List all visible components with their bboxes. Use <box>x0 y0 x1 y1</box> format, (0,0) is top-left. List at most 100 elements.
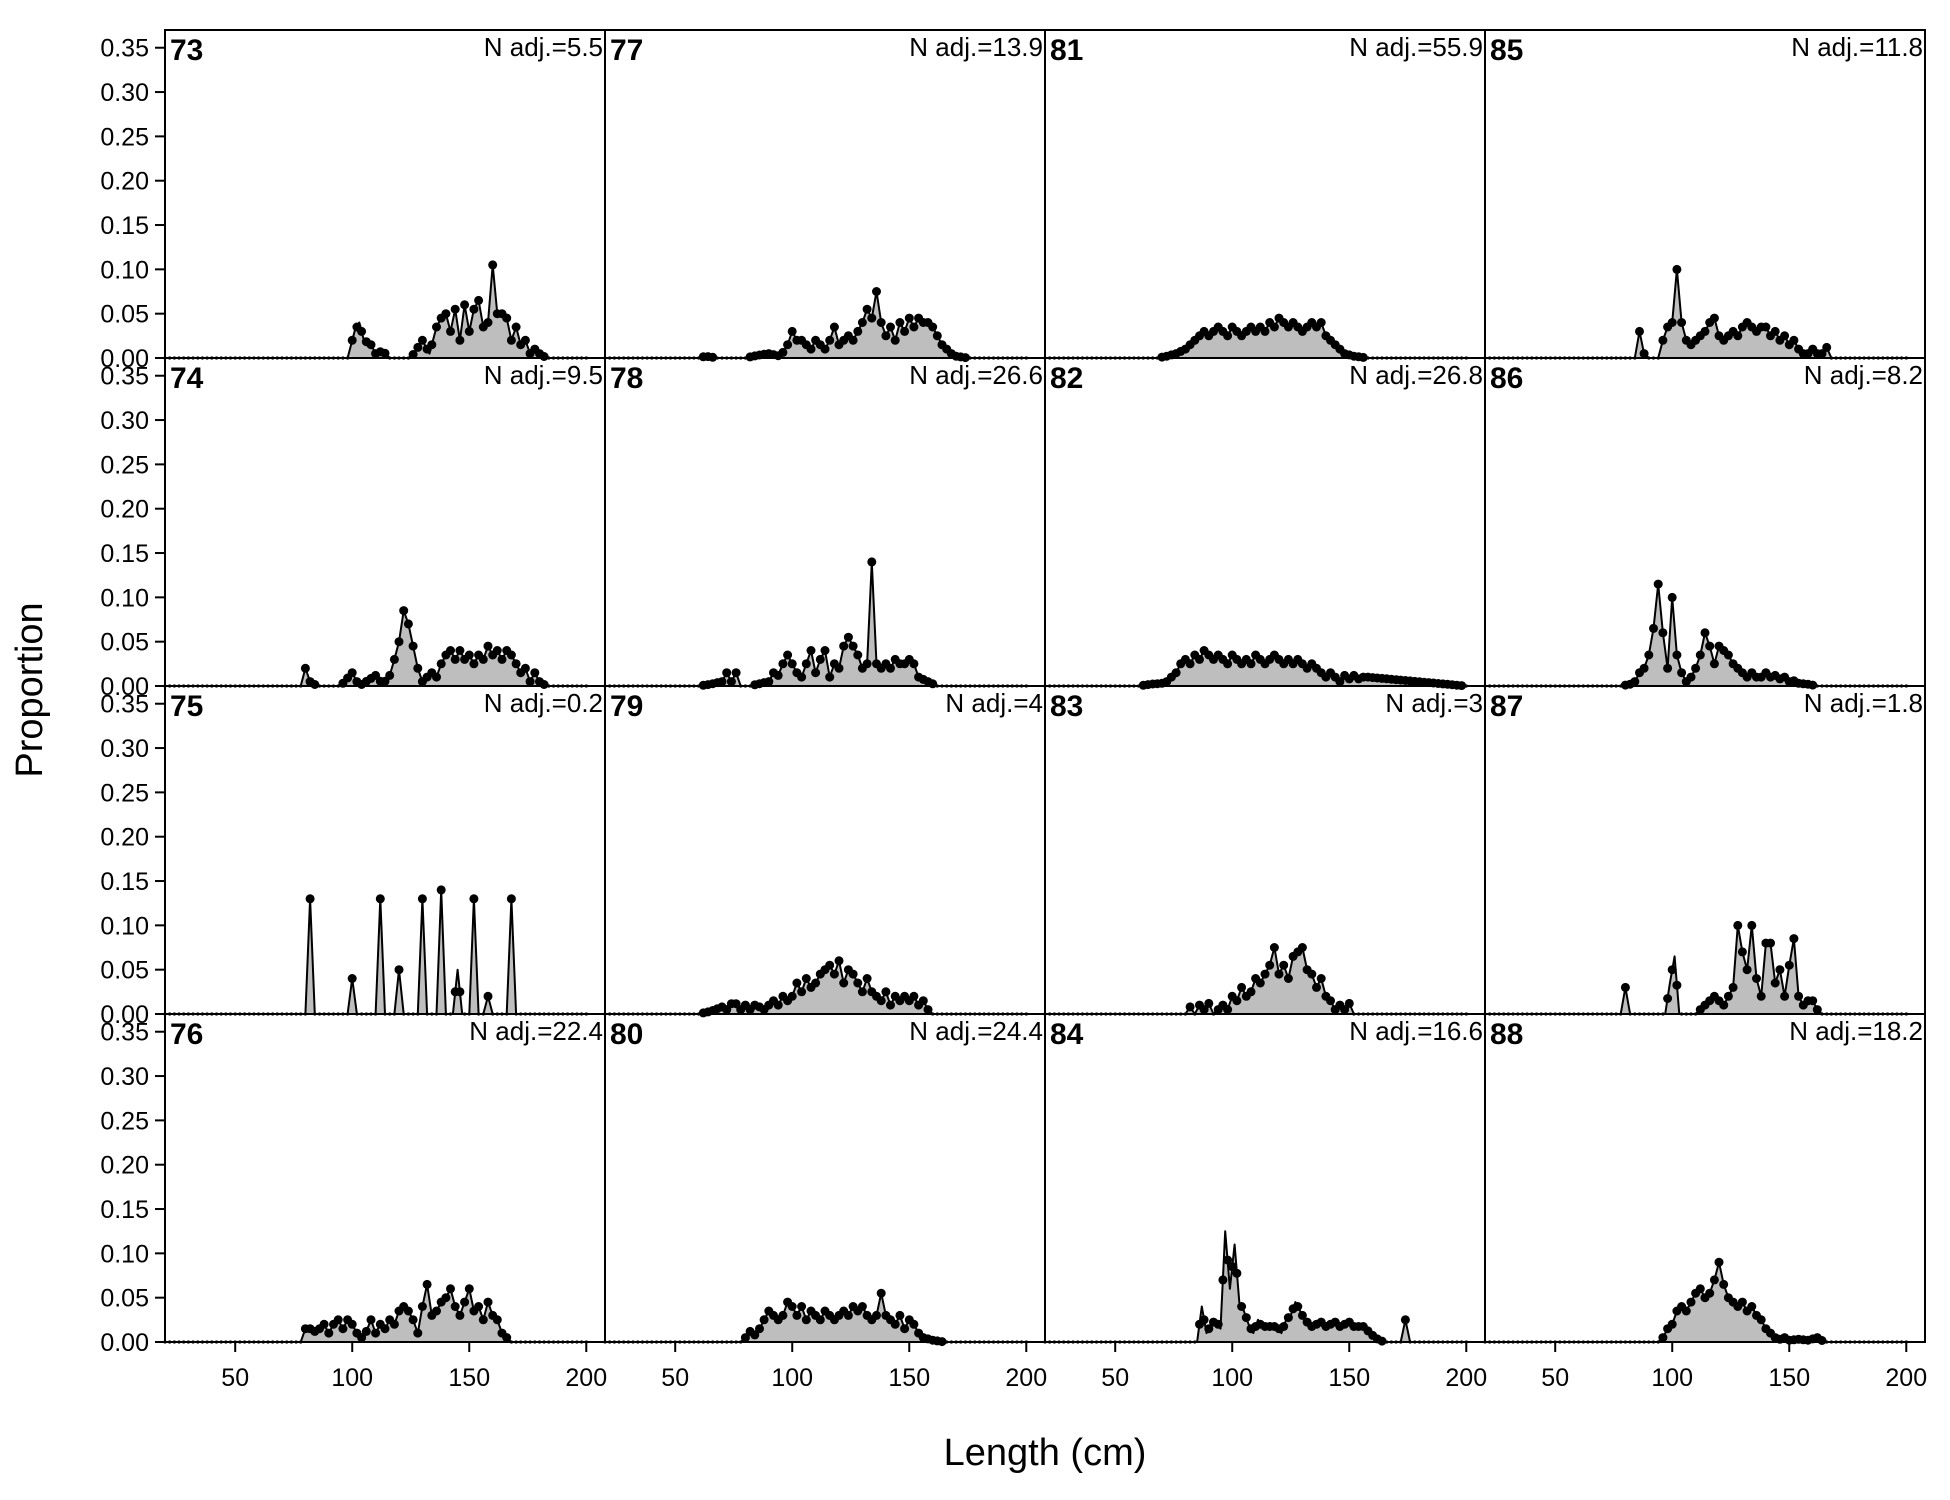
panel-82: 82 N adj.=26.8 <box>1043 357 1486 691</box>
data-point <box>1691 663 1701 673</box>
data-point <box>1246 987 1256 997</box>
data-point <box>1756 1315 1766 1325</box>
data-point <box>478 654 488 664</box>
data-point <box>394 637 404 647</box>
panel-grid: 73 N adj.=5.5 74 N adj.=9.5 75 N adj.=0.2 76 N … <box>163 29 1926 1347</box>
data-point <box>1756 991 1766 1001</box>
data-point <box>380 1324 390 1334</box>
data-point <box>909 322 919 332</box>
data-point <box>1658 1333 1668 1343</box>
data-point <box>1639 349 1649 359</box>
data-point <box>787 991 797 1001</box>
data-point <box>520 663 530 673</box>
data-point <box>446 1284 455 1294</box>
data-point <box>347 335 357 345</box>
data-point <box>839 978 849 988</box>
data-point <box>797 987 807 997</box>
data-point <box>1733 920 1743 930</box>
data-point <box>427 340 437 350</box>
panel-80: 80 N adj.=24.4 <box>603 1013 1046 1347</box>
data-point <box>1644 650 1654 660</box>
data-point <box>872 287 881 296</box>
data-point <box>787 326 797 336</box>
data-point <box>1822 342 1832 352</box>
data-point <box>525 677 535 687</box>
data-point <box>1297 1310 1307 1320</box>
data-point <box>726 677 736 687</box>
y-tick-label: 0.10 <box>100 256 149 284</box>
data-point <box>783 650 793 660</box>
data-point <box>755 1324 764 1334</box>
data-point <box>773 1000 783 1010</box>
data-point <box>1297 943 1307 952</box>
panel-id-label: 77 <box>610 34 643 67</box>
data-point <box>740 1333 750 1343</box>
area-fill <box>165 1284 587 1342</box>
data-point <box>1260 969 1270 979</box>
panel-id-label: 83 <box>1050 690 1083 723</box>
data-point <box>1293 1302 1303 1311</box>
data-point <box>506 894 516 904</box>
x-tick-label: 150 <box>1328 1364 1370 1392</box>
x-tick-label: 150 <box>448 1364 490 1392</box>
data-point <box>825 335 835 345</box>
data-point <box>1709 659 1719 669</box>
data-point <box>890 335 900 345</box>
data-point <box>1274 969 1284 979</box>
data-point <box>408 1315 418 1325</box>
y-tick-label: 0.30 <box>100 735 149 763</box>
data-point <box>1719 1000 1729 1010</box>
y-tick-label: 0.00 <box>100 345 149 373</box>
data-point <box>843 1310 853 1320</box>
data-point <box>1223 1005 1233 1015</box>
data-point <box>876 1288 886 1298</box>
data-point <box>1199 1315 1209 1325</box>
data-point <box>347 668 357 678</box>
data-point <box>834 956 844 966</box>
data-point <box>1770 978 1780 988</box>
data-point <box>815 654 825 664</box>
data-point <box>909 991 919 1001</box>
data-point <box>511 322 521 332</box>
data-point <box>1227 1262 1237 1272</box>
panel-id-label: 84 <box>1050 1018 1084 1051</box>
data-point <box>886 663 895 673</box>
panel-id-label: 82 <box>1050 362 1083 395</box>
data-point <box>829 322 839 332</box>
data-point <box>900 326 910 336</box>
y-tick-label: 0.05 <box>100 301 149 329</box>
data-point <box>1737 947 1747 957</box>
x-tick-label: 100 <box>1211 1364 1253 1392</box>
data-point <box>1695 650 1705 660</box>
data-point <box>432 1306 441 1316</box>
data-point <box>801 1315 811 1325</box>
data-point <box>895 1310 905 1320</box>
data-point <box>324 1328 334 1338</box>
data-point <box>797 1302 807 1311</box>
data-point <box>881 331 891 341</box>
data-point <box>520 335 530 345</box>
data-point <box>1658 335 1668 345</box>
y-tick-label: 0.25 <box>100 779 149 807</box>
data-point <box>506 335 516 345</box>
n-adj-label: N adj.=9.5 <box>484 360 603 390</box>
data-point <box>1255 978 1265 988</box>
data-point <box>1817 349 1827 359</box>
data-point <box>1653 579 1663 589</box>
data-point <box>492 646 502 655</box>
data-point <box>399 606 409 616</box>
y-tick-label: 0.10 <box>100 1240 149 1268</box>
x-tick-label: 100 <box>331 1364 373 1392</box>
data-point <box>872 1310 881 1320</box>
data-point <box>853 650 863 660</box>
data-point <box>413 663 423 673</box>
data-point <box>1237 982 1247 992</box>
data-point <box>839 641 849 651</box>
y-tick-label: 0.35 <box>100 35 149 63</box>
x-tick-label: 100 <box>771 1364 813 1392</box>
y-tick-label: 0.10 <box>100 912 149 940</box>
panel-84: 84 N adj.=16.6 <box>1043 1013 1486 1346</box>
y-axes: 0.000.050.100.150.200.250.300.350.000.05… <box>100 35 165 1357</box>
y-tick-label: 0.05 <box>100 629 149 657</box>
data-point <box>511 659 521 669</box>
